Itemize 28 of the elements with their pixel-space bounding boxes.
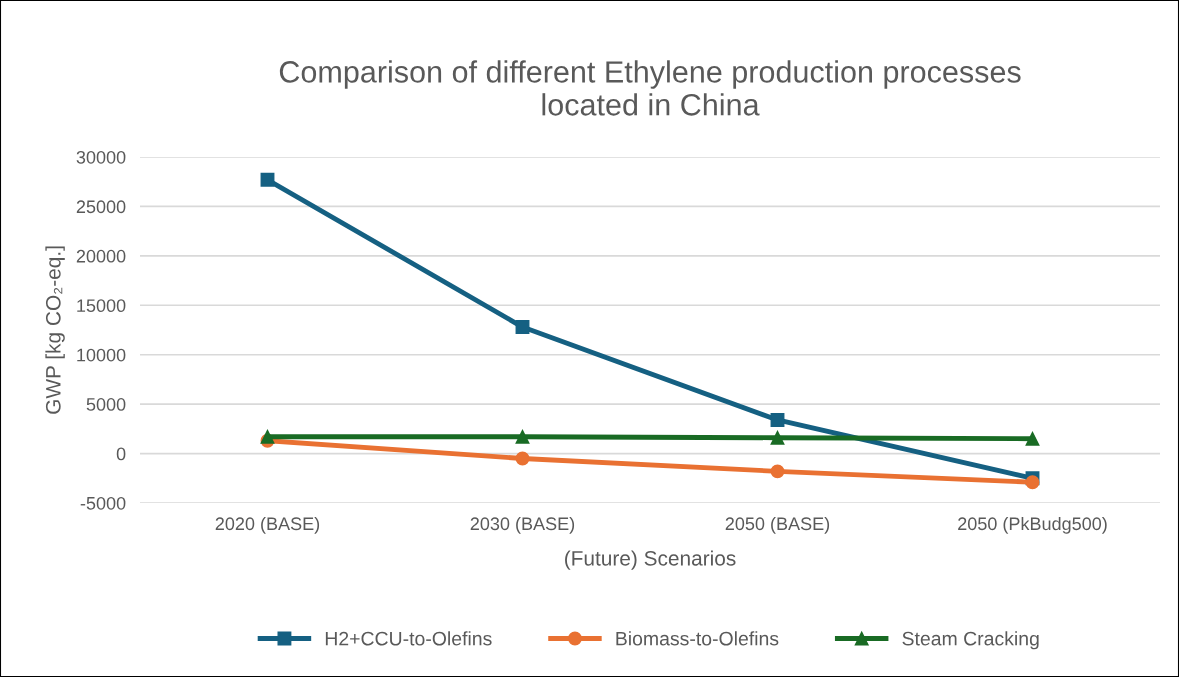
y-tick-label: 30000	[76, 150, 126, 164]
point	[770, 413, 785, 427]
legend-label: Biomass-to-Olefins	[616, 631, 779, 646]
point	[260, 429, 275, 444]
x-tick-label: 2050 (BASE)	[725, 516, 830, 534]
y-tick-label: 20000	[76, 249, 126, 263]
legend-label: H2+CCU-to-Olefins	[325, 631, 492, 646]
y-tick-label: 25000	[76, 200, 126, 214]
point	[515, 451, 530, 466]
x-tick-label: 2050 (PkBudg500)	[958, 516, 1107, 534]
legend-label: Steam Cracking	[902, 631, 1039, 650]
y-tick-label: 15000	[77, 299, 126, 313]
point	[770, 430, 785, 445]
y-tick-label: -5000	[80, 496, 126, 510]
chart-title: Comparison of different Ethylene production processes located in China	[279, 60, 1021, 116]
y-tick-label: 0	[116, 447, 126, 461]
point	[260, 172, 275, 187]
point	[515, 320, 530, 334]
y-tick-label: 10000	[77, 348, 126, 362]
x-tick-label: 2030 (BASE)	[470, 516, 575, 534]
y-axis-title: GWP [kg CO₂-eq.]	[45, 246, 65, 414]
point	[770, 464, 785, 479]
point	[1025, 475, 1040, 490]
x-tick-label: 2020 (BASE)	[215, 516, 320, 534]
y-tick-label: 5000	[86, 398, 126, 411]
point	[1025, 431, 1040, 446]
point	[515, 429, 530, 444]
x-axis-title: (Future) Scenarios	[565, 550, 736, 570]
